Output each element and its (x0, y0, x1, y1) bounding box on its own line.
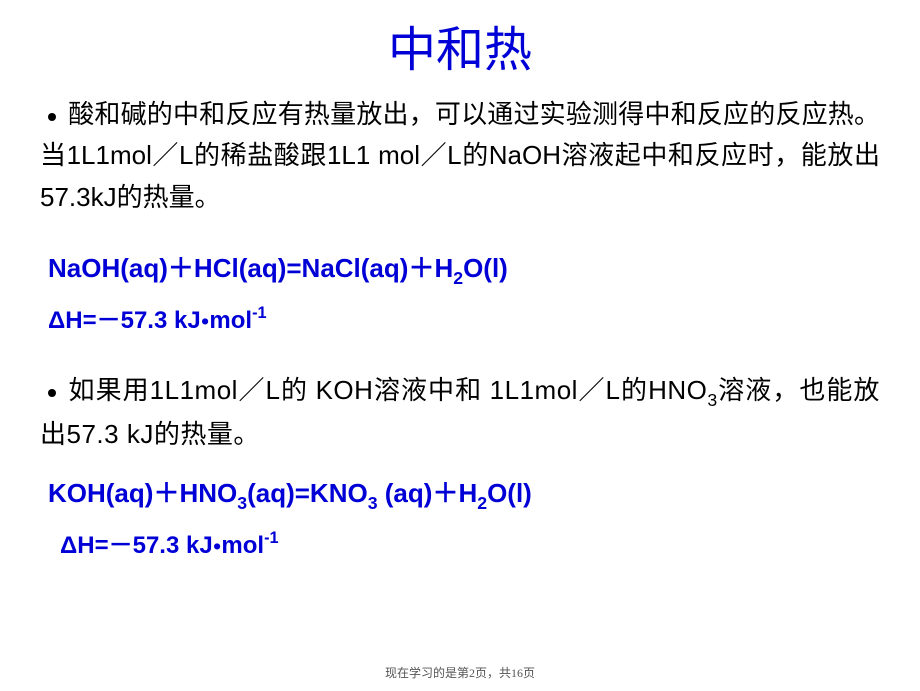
p2-koh: KOH (316, 375, 374, 405)
p2-val-3: 57.3 kJ (67, 419, 154, 449)
bullet-icon (48, 389, 56, 397)
eq1-plus-1: ＋ (168, 253, 194, 283)
p2-text-2: 的 (280, 376, 315, 405)
eq2-part-e: H (458, 478, 477, 508)
eq1-part-d: O(l) (463, 253, 508, 283)
delta-h-2: ΔH=－57.3 kJ●mol-1 (60, 525, 880, 560)
eq2-plus-2: ＋ (432, 478, 458, 508)
eq2-part-a: KOH(aq) (48, 478, 153, 508)
delta-h-1: ΔH=－57.3 kJ●mol-1 (48, 300, 880, 335)
p2-val-1: 1L1mol／L (150, 375, 281, 405)
eq2-part-c: (aq)=KNO (247, 478, 368, 508)
eq2-plus-1: ＋ (153, 478, 179, 508)
p1-val-3: 57.3kJ (40, 182, 117, 212)
eq1-part-a: NaOH(aq) (48, 253, 168, 283)
page-footer: 现在学习的是第2页，共16页 (0, 664, 920, 681)
dh1-c: mol (209, 307, 252, 334)
eq2-sub-1: 3 (237, 493, 247, 513)
p1-naoh: NaOH (489, 140, 561, 170)
eq2-sub-2: 3 (368, 493, 378, 513)
eq2-part-d: (aq) (378, 478, 433, 508)
dh1-sup: -1 (252, 304, 267, 322)
p2-text-1: 如果用 (68, 376, 150, 405)
paragraph-2: 如果用1L1mol／L的 KOH溶液中和 1L1mol／L的HNO3溶液，也能放… (40, 370, 880, 455)
eq1-part-b: HCl(aq)=NaCl(aq) (194, 253, 409, 283)
p2-val-2: 1L1mol／L (490, 375, 621, 405)
eq2-part-f: O(l) (487, 478, 532, 508)
p2-text-6: 的热量。 (154, 420, 260, 449)
equation-1: NaOH(aq)＋HCl(aq)=NaCl(aq)＋H2O(l) (48, 248, 880, 288)
p1-val-2: 1L1 mol／L (327, 140, 462, 170)
eq1-sub: 2 (453, 268, 463, 288)
p2-text-4: 的 (620, 376, 648, 405)
eq1-part-c: H (434, 253, 453, 283)
dh2-c: mol (221, 532, 264, 559)
dh2-neg: － (109, 532, 133, 559)
paragraph-1: 酸和碱的中和反应有热量放出，可以通过实验测得中和反应的反应热。当1L1mol／L… (40, 95, 880, 218)
eq2-part-b: HNO (179, 478, 237, 508)
dh2-sup: -1 (264, 529, 279, 547)
dh1-b: 57.3 kJ (121, 307, 201, 334)
dh1-a: ΔH= (48, 307, 97, 334)
bullet-icon (48, 113, 56, 121)
eq1-plus-2: ＋ (408, 253, 434, 283)
slide-title: 中和热 (40, 10, 880, 80)
dh1-neg: － (97, 307, 121, 334)
dh2-a: ΔH= (60, 532, 109, 559)
p2-text-3: 溶液中和 (373, 376, 489, 405)
p2-hno-sub: 3 (707, 390, 717, 410)
p1-text-2: 的稀盐酸跟 (193, 141, 326, 170)
p1-text-4: 溶液起中和反应时，能放出 (561, 141, 880, 170)
p1-val-1: 1L1mol／L (67, 140, 194, 170)
p2-hno: HNO (648, 375, 707, 405)
p1-text-3: 的 (462, 141, 489, 170)
p1-text-5: 的热量。 (117, 183, 221, 212)
slide-container: 中和热 酸和碱的中和反应有热量放出，可以通过实验测得中和反应的反应热。当1L1m… (0, 0, 920, 691)
equation-2: KOH(aq)＋HNO3(aq)=KNO3 (aq)＋H2O(l) (48, 473, 880, 513)
dh2-b: 57.3 kJ (133, 532, 213, 559)
eq2-sub-3: 2 (477, 493, 487, 513)
